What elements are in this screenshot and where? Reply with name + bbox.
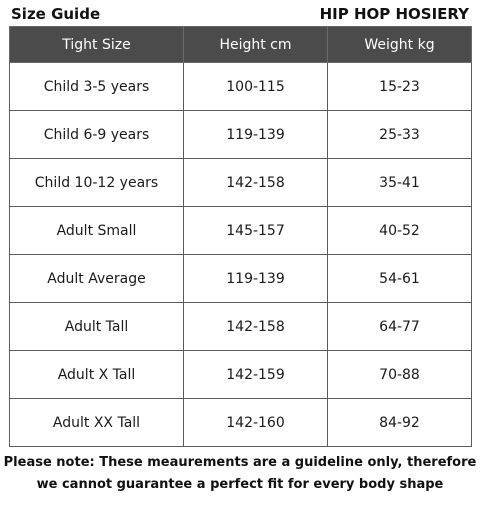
column-header-tight-size: Tight Size <box>9 26 184 63</box>
table-row: Adult Small 145-157 40-52 <box>9 206 472 255</box>
disclaimer-line-2: we cannot guarantee a perfect fit for ev… <box>36 477 444 492</box>
weight-cell: 25-33 <box>327 110 472 159</box>
weight-cell: 84-92 <box>327 398 472 447</box>
height-cell: 142-160 <box>183 398 328 447</box>
fit-disclaimer: Please note: These meaurements are a gui… <box>0 452 480 496</box>
table-row: Adult Average 119-139 54-61 <box>9 254 472 303</box>
tight-size-cell: Child 3-5 years <box>9 62 184 111</box>
weight-cell: 70-88 <box>327 350 472 399</box>
tight-size-cell: Child 6-9 years <box>9 110 184 159</box>
top-bar: Size Guide HIP HOP HOSIERY <box>11 4 469 24</box>
weight-cell: 35-41 <box>327 158 472 207</box>
table-row: Child 3-5 years 100-115 15-23 <box>9 62 472 111</box>
table-row: Adult XX Tall 142-160 84-92 <box>9 398 472 447</box>
tight-size-cell: Adult XX Tall <box>9 398 184 447</box>
weight-cell: 54-61 <box>327 254 472 303</box>
height-cell: 100-115 <box>183 62 328 111</box>
tight-size-cell: Adult Tall <box>9 302 184 351</box>
height-cell: 145-157 <box>183 206 328 255</box>
page-title: Size Guide <box>11 5 101 23</box>
table-row: Child 6-9 years 119-139 25-33 <box>9 110 472 159</box>
table-header-row: Tight Size Height cm Weight kg <box>9 26 472 63</box>
tight-size-cell: Adult X Tall <box>9 350 184 399</box>
weight-cell: 40-52 <box>327 206 472 255</box>
height-cell: 119-139 <box>183 110 328 159</box>
table-row: Adult X Tall 142-159 70-88 <box>9 350 472 399</box>
table-row: Child 10-12 years 142-158 35-41 <box>9 158 472 207</box>
tight-size-cell: Adult Average <box>9 254 184 303</box>
height-cell: 142-159 <box>183 350 328 399</box>
height-cell: 142-158 <box>183 158 328 207</box>
disclaimer-line-1: Please note: These meaurements are a gui… <box>3 455 477 470</box>
weight-cell: 64-77 <box>327 302 472 351</box>
weight-cell: 15-23 <box>327 62 472 111</box>
table-row: Adult Tall 142-158 64-77 <box>9 302 472 351</box>
brand-name: HIP HOP HOSIERY <box>319 5 469 23</box>
tight-size-cell: Adult Small <box>9 206 184 255</box>
height-cell: 119-139 <box>183 254 328 303</box>
tight-size-cell: Child 10-12 years <box>9 158 184 207</box>
height-cell: 142-158 <box>183 302 328 351</box>
column-header-weight: Weight kg <box>327 26 472 63</box>
column-header-height: Height cm <box>183 26 328 63</box>
size-table: Tight Size Height cm Weight kg Child 3-5… <box>9 26 472 447</box>
